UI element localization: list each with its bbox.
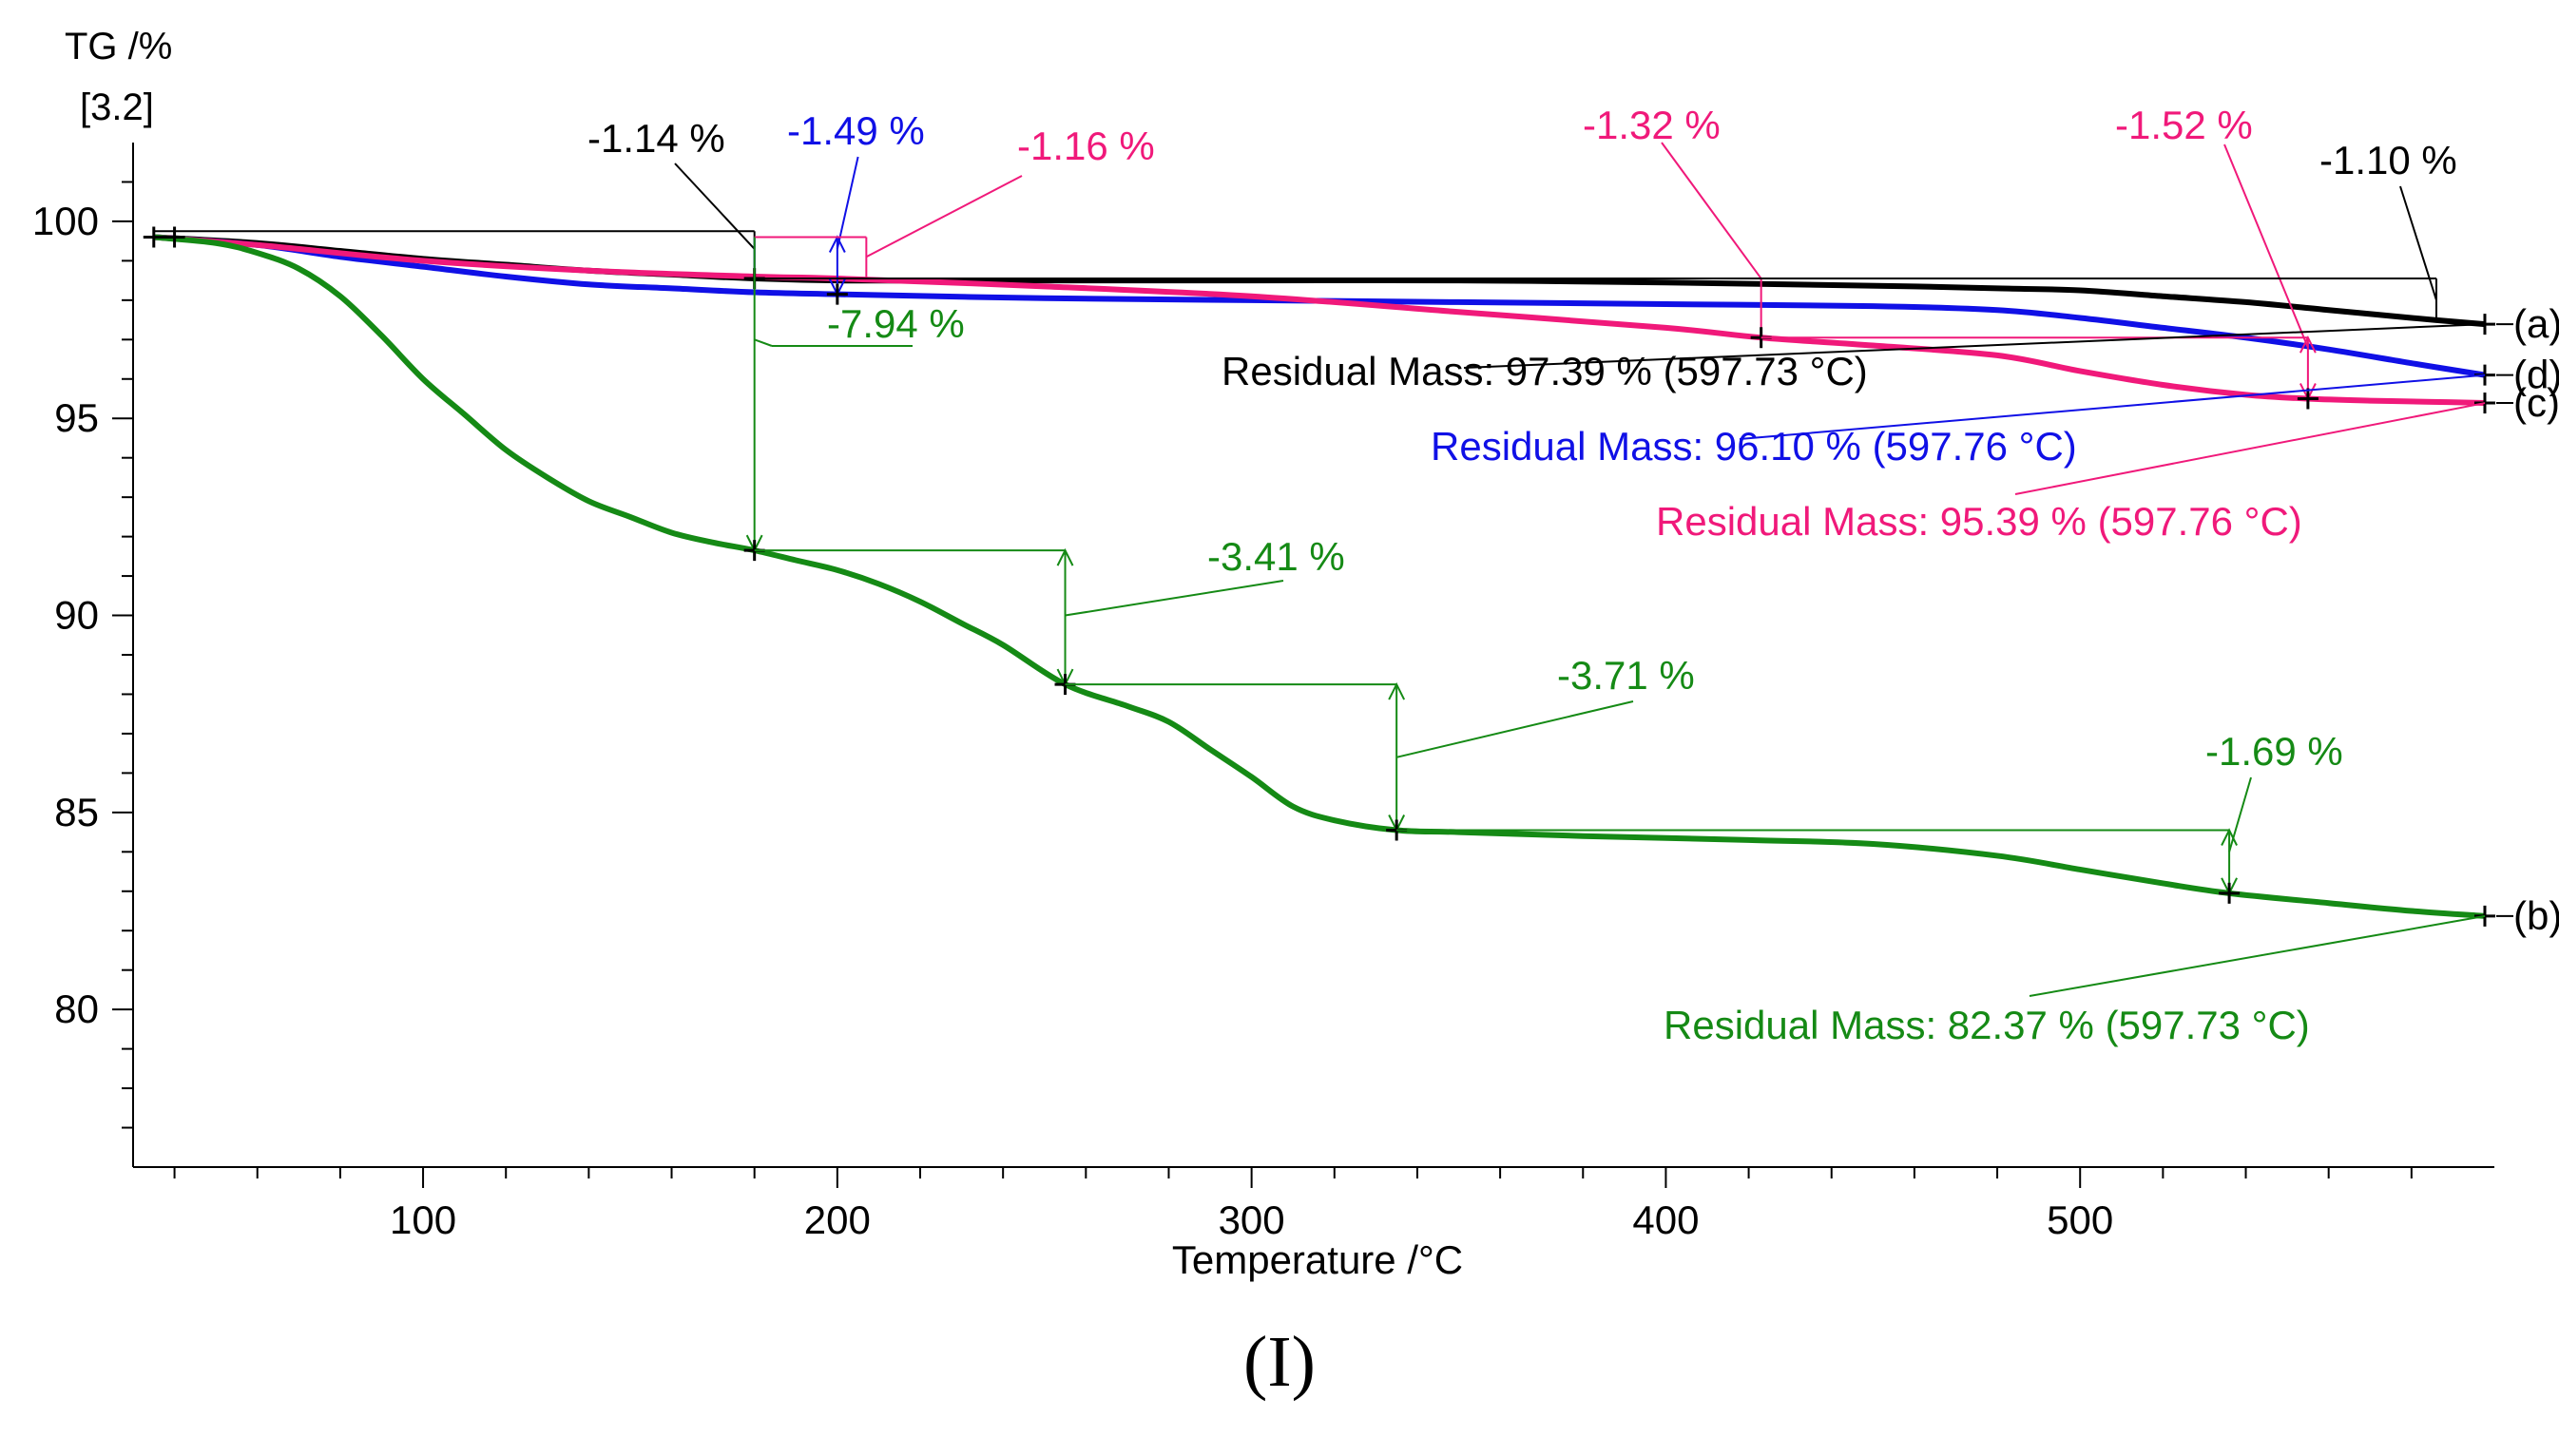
x-tick-label-100: 100: [390, 1197, 456, 1242]
annotation-8: -3.71 %: [1557, 653, 1695, 698]
leader-b4: [2228, 776, 2252, 853]
x-tick-label-300: 300: [1219, 1197, 1285, 1242]
step-b2-head-up: [1056, 547, 1074, 566]
annotation-5: -1.10 %: [2319, 138, 2457, 182]
residual-leader-a: [1463, 323, 2486, 369]
residual-leader-b: [2029, 914, 2486, 997]
leader-b3: [1395, 700, 1634, 758]
curve-label-2: (c): [2513, 380, 2559, 425]
curve-label-3: (b): [2513, 893, 2559, 938]
annotation-12: Residual Mass: 95.39 % (597.76 °C): [1656, 499, 2302, 544]
annotation-11: Residual Mass: 96.10 % (597.76 °C): [1431, 424, 2077, 469]
leader-c3: [2223, 144, 2309, 348]
step-b3-head-up: [1388, 681, 1406, 700]
y-tick-label-95: 95: [54, 395, 99, 440]
axes: 100 200 300 400 500 80 85 90 95 100: [32, 143, 2494, 1242]
residual-leader-c: [2014, 402, 2486, 495]
residual-leader-d: [1739, 374, 2486, 440]
annotation-2: -1.16 %: [1017, 124, 1155, 168]
annotation-9: -1.69 %: [2205, 729, 2343, 774]
annotation-3: -1.32 %: [1583, 103, 1721, 147]
annotation-13: Residual Mass: 82.37 % (597.73 °C): [1664, 1003, 2310, 1047]
panel-label: (I): [1243, 1322, 1316, 1402]
leader-c2: [1661, 142, 1762, 279]
annotation-6: -7.94 %: [827, 301, 965, 346]
series-line-0: [153, 234, 2486, 328]
annotation-1: -1.49 %: [787, 108, 925, 153]
x-tick-label-500: 500: [2047, 1197, 2113, 1242]
annotation-7: -3.41 %: [1207, 534, 1345, 579]
leader-b2: [1065, 580, 1284, 617]
x-axis-label: Temperature /°C: [1172, 1237, 1463, 1282]
step-c3-head-up: [2299, 335, 2317, 354]
leader-a2: [2399, 185, 2437, 301]
x-tick-label-400: 400: [1632, 1197, 1699, 1242]
annotation-0: -1.14 %: [587, 116, 725, 161]
annotation-10: Residual Mass: 97.39 % (597.73 °C): [1222, 349, 1868, 393]
curve-label-1: (d): [2513, 353, 2559, 397]
y-axis-label: TG /%: [65, 26, 172, 67]
leader-b1a: [754, 338, 773, 347]
y-tick-label-85: 85: [54, 790, 99, 834]
x-tick-label-200: 200: [804, 1197, 871, 1242]
y-tick-label-80: 80: [54, 987, 99, 1031]
annotation-layer: -1.14 % -1.49 % -1.16 % -1.32 % -1.52 % -1.10…: [143, 103, 2559, 1047]
leader-a1: [674, 163, 756, 250]
y-tick-label-100: 100: [32, 199, 99, 243]
annotation-4: -1.52 %: [2115, 103, 2253, 147]
y-tick-label-90: 90: [54, 593, 99, 638]
y-axis-sublabel: [3.2]: [80, 86, 154, 128]
step-b4-head-up: [2221, 828, 2238, 846]
curve-label-0: (a): [2513, 301, 2559, 346]
leader-d1: [836, 156, 859, 250]
leader-c1: [865, 175, 1023, 259]
